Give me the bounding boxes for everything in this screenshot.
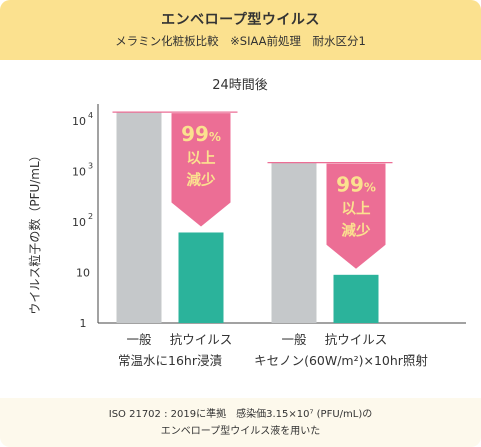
reduction-percent: 99% (336, 173, 376, 197)
bar-treated (333, 274, 379, 323)
plot-panel: 24時間後 ウイルス粒子の数（PFU/mL） 1 10 10 2 10 3 10 4 99% 以上 減少… (0, 60, 481, 398)
reduction-text-line-1: 以上 (187, 150, 216, 167)
reduction-text-line-1: 以上 (342, 201, 371, 218)
y-tick-label-exponent: 4 (88, 111, 93, 120)
x-tick-label: 一般 (281, 332, 307, 347)
x-tick-label: 一般 (126, 332, 152, 347)
y-tick-label-exponent: 3 (88, 162, 93, 171)
y-tick-label: 10 (72, 166, 86, 179)
chart-subtitle: メラミン化粧板比較 ※SIAA前処理 耐水区分1 (115, 34, 366, 48)
footnote-line-2: エンベロープ型ウイルス液を用いた (160, 426, 321, 437)
y-tick-label: 10 (76, 267, 90, 280)
group-label: 常温水に16hr浸漬 (118, 353, 222, 368)
y-tick-label: 10 (72, 216, 86, 229)
footnote-line-1: ISO 21702 : 2019に準拠 感染価3.15×10⁷ (PFU/mL)… (108, 409, 373, 420)
bar-control (271, 162, 317, 323)
reduction-percent: 99% (181, 122, 221, 146)
y-tick-label: 10 (72, 115, 86, 128)
reduction-arrow (326, 163, 386, 269)
y-axis-title: ウイルス粒子の数（PFU/mL） (27, 149, 42, 314)
header-band: エンベロープ型ウイルス メラミン化粧板比較 ※SIAA前処理 耐水区分1 (0, 0, 481, 60)
reduction-arrow (171, 113, 231, 227)
chart-title: エンベロープ型ウイルス (161, 12, 320, 28)
group-label: キセノン(60W/m²)×10hr照射 (254, 353, 428, 368)
bar-control (116, 112, 162, 323)
reduction-text-line-2: 減少 (342, 223, 371, 240)
x-tick-label: 抗ウイルス (170, 332, 233, 347)
x-tick-label: 抗ウイルス (325, 332, 388, 347)
y-tick-label: 1 (80, 317, 87, 330)
bar-treated (178, 232, 224, 323)
reduction-text-line-2: 減少 (187, 172, 216, 189)
plot-title: 24時間後 (212, 78, 268, 93)
y-tick-label-exponent: 2 (88, 212, 93, 221)
footnote: ISO 21702 : 2019に準拠 感染価3.15×10⁷ (PFU/mL)… (0, 398, 481, 447)
